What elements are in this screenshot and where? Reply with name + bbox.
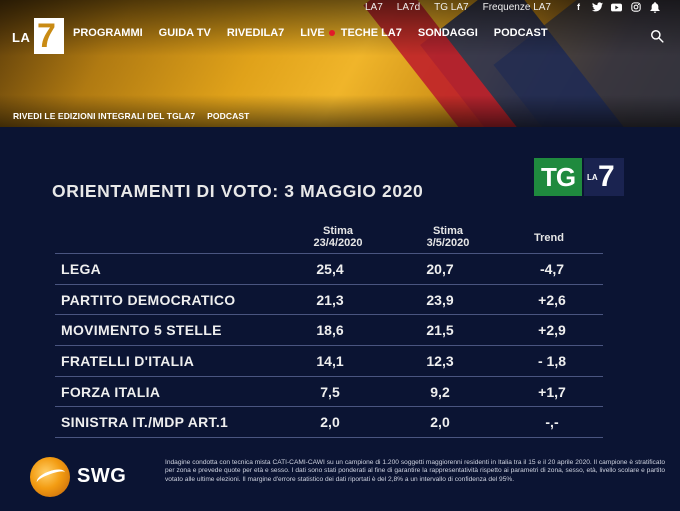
nav-item-live-label: LIVE — [300, 27, 325, 39]
party-name: SINISTRA IT./MDP ART.1 — [61, 414, 229, 431]
estimate-new: 20,7 — [426, 261, 454, 277]
top-link-la7d[interactable]: LA7d — [396, 1, 421, 13]
top-link-tgla7[interactable]: TG LA7 — [434, 1, 469, 13]
estimate-old: 18,6 — [316, 322, 344, 339]
top-link-la7[interactable]: LA7 — [364, 1, 383, 13]
nav-item-sondaggi[interactable]: SONDAGGI — [417, 27, 478, 39]
table-row: LEGA 25,4 20,7 -4,7 — [55, 253, 603, 285]
banner-top-shade — [0, 0, 680, 56]
nav-item-guida-tv[interactable]: GUIDA TV — [158, 27, 211, 39]
poll-title: ORIENTAMENTI DI VOTO: 3 MAGGIO 2020 — [52, 181, 424, 201]
nav-item-rivedila7[interactable]: RIVEDILA7 — [226, 27, 285, 39]
party-name: FRATELLI D'ITALIA — [61, 353, 195, 370]
facebook-icon[interactable]: f — [577, 2, 580, 12]
social-links: f — [573, 1, 660, 13]
party-name: LEGA — [61, 261, 102, 277]
tg-badge-text: TG — [534, 158, 582, 196]
estimate-old: 7,5 — [320, 383, 340, 400]
la7-logo[interactable]: LA 7 — [12, 16, 64, 56]
column-header-stima-new: Stima 3/5/2020 — [408, 225, 488, 249]
trend-value: +2,9 — [538, 322, 566, 339]
logo-seven-text: 7 — [37, 17, 56, 55]
swg-logo: SWG — [30, 457, 140, 497]
estimate-old: 25,4 — [316, 261, 344, 277]
estimate-new: 2,0 — [430, 414, 450, 431]
table-row: FORZA ITALIA 7,5 9,2 +1,7 — [55, 377, 603, 408]
trend-value: -4,7 — [539, 261, 565, 277]
estimate-old: 2,0 — [320, 414, 340, 431]
nav-item-podcast[interactable]: PODCAST — [493, 27, 548, 39]
table-row: SINISTRA IT./MDP ART.1 2,0 2,0 -,- — [55, 407, 603, 439]
trend-value: -,- — [545, 414, 559, 431]
trend-value: +2,6 — [538, 291, 566, 308]
estimate-new: 23,9 — [426, 291, 454, 308]
logo-seven-box: 7 — [34, 18, 64, 54]
estimate-new: 12,3 — [426, 353, 454, 370]
estimate-new: 21,5 — [426, 322, 454, 339]
live-dot-icon — [328, 30, 335, 36]
badge-la-text: LA — [587, 173, 598, 182]
estimate-new: 9,2 — [430, 383, 450, 400]
subnav-item-rivedi-edizioni[interactable]: RIVEDI LE EDIZIONI INTEGRALI DEL TGLA7 — [13, 111, 196, 121]
main-nav: PROGRAMMI GUIDA TV RIVEDILA7 LIVE TECHE … — [73, 27, 564, 39]
nav-item-programmi[interactable]: PROGRAMMI — [73, 27, 143, 39]
table-row: FRATELLI D'ITALIA 14,1 12,3 - 1,8 — [55, 346, 603, 377]
party-name: PARTITO DEMOCRATICO — [61, 291, 236, 308]
table-row: PARTITO DEMOCRATICO 21,3 23,9 +2,6 — [55, 285, 603, 316]
twitter-icon[interactable] — [592, 2, 603, 13]
sub-nav: RIVEDI LE EDIZIONI INTEGRALI DEL TGLA7 P… — [13, 111, 249, 121]
nav-item-teche-la7[interactable]: TECHE LA7 — [340, 27, 402, 39]
logo-la-text: LA — [12, 30, 31, 45]
badge-seven-text: 7 — [598, 160, 615, 193]
estimate-old: 21,3 — [316, 291, 344, 308]
top-link-frequenze[interactable]: Frequenze LA7 — [482, 1, 551, 13]
youtube-icon[interactable] — [611, 2, 622, 13]
methodology-note: Indagine condotta con tecnica mista CATI… — [165, 459, 665, 483]
swg-logo-text: SWG — [77, 465, 127, 487]
column-header-label: Stima — [323, 225, 353, 237]
top-links-bar: LA7 LA7d TG LA7 Frequenze LA7 f — [365, 0, 660, 14]
banner-bottom-shade — [0, 95, 680, 127]
column-header-trend: Trend — [517, 232, 581, 244]
party-name: MOVIMENTO 5 STELLE — [61, 322, 222, 339]
header-banner — [0, 0, 680, 127]
table-row: MOVIMENTO 5 STELLE 18,6 21,5 +2,9 — [55, 315, 603, 347]
column-header-stima-old: Stima 23/4/2020 — [298, 225, 378, 249]
tg-la7-badge: TG LA 7 — [534, 158, 624, 196]
column-header-date: 23/4/2020 — [313, 237, 363, 249]
subnav-item-podcast[interactable]: PODCAST — [207, 111, 250, 121]
trend-value: +1,7 — [538, 383, 566, 400]
nav-item-live[interactable]: LIVE — [300, 27, 340, 39]
column-header-label: Trend — [534, 232, 564, 244]
bell-icon[interactable] — [649, 1, 660, 13]
column-header-label: Stima — [433, 225, 463, 237]
column-header-date: 3/5/2020 — [426, 237, 470, 249]
poll-table: LEGA 25,4 20,7 -4,7 PARTITO DEMOCRATICO … — [55, 253, 603, 439]
estimate-old: 14,1 — [316, 353, 344, 370]
search-icon[interactable] — [650, 29, 664, 43]
instagram-icon[interactable] — [630, 2, 641, 13]
swg-globe-icon — [30, 457, 70, 497]
party-name: FORZA ITALIA — [61, 383, 161, 400]
trend-value: - 1,8 — [537, 353, 566, 370]
la7-badge-box: LA 7 — [584, 158, 624, 196]
